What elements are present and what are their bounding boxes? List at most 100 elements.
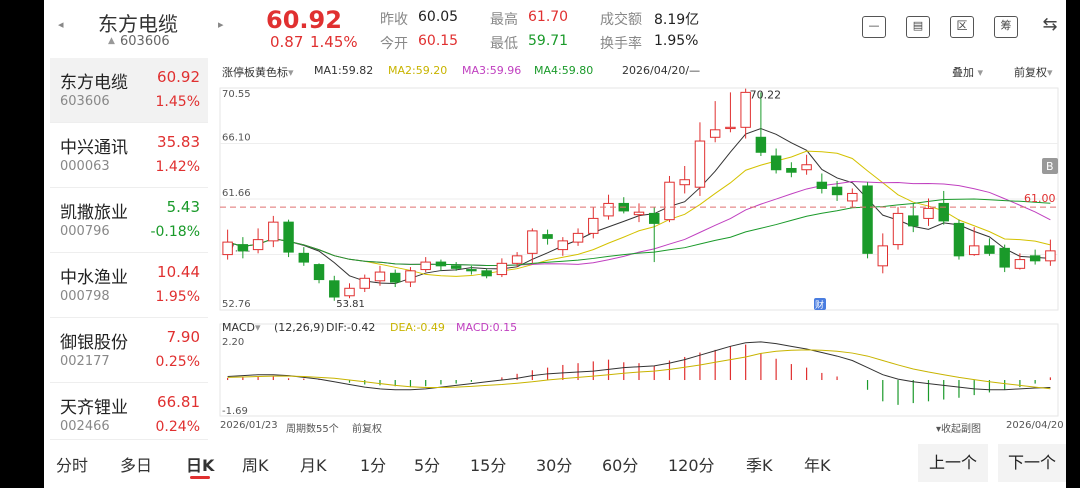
candle-body xyxy=(892,212,904,246)
y-tick-label: 57.21 xyxy=(222,244,251,255)
candle-body xyxy=(405,270,416,283)
candle-body xyxy=(268,221,279,242)
candle-body xyxy=(466,269,477,272)
period-tab[interactable]: 月K xyxy=(300,456,327,475)
macd-panel: 2.20 -1.69 xyxy=(222,337,1051,417)
overlay-button[interactable]: 叠加 ▾ xyxy=(952,64,983,80)
kline-chart-area[interactable]: 涨停板黄色标▾ MA1:59.82 MA2:59.20 MA3:59.96 MA… xyxy=(214,58,1066,436)
period-tab[interactable]: 1分 xyxy=(360,456,387,475)
period-bar: 分时 多日 日K 周K 月K 1分 5分 15分 30分 60分 120分 季K… xyxy=(44,440,1066,488)
macd-top-label: 2.20 xyxy=(222,337,244,348)
end-date: 2026/04/20 xyxy=(1006,420,1064,431)
adjust-button[interactable]: 前复权▾ xyxy=(1014,64,1053,80)
y-axis-labels: 70.55 66.10 61.66 57.21 52.76 xyxy=(222,89,251,310)
period-tab[interactable]: 季K xyxy=(746,456,773,475)
ma2-legend: MA2:59.20 xyxy=(388,64,448,77)
item-name: 天齐锂业 xyxy=(60,398,128,418)
candle-body xyxy=(740,91,751,128)
item-pct: 1.95% xyxy=(155,289,200,305)
candle-body xyxy=(847,192,858,202)
item-price: 35.83 xyxy=(157,133,200,151)
minimize-icon[interactable]: — xyxy=(862,16,886,38)
candle-body xyxy=(831,186,843,196)
left-edge xyxy=(0,0,44,488)
candle-body xyxy=(816,181,828,189)
chart-grid xyxy=(219,87,1059,417)
prev-stock-button[interactable]: 上一个 xyxy=(918,444,988,482)
item-name: 东方电缆 xyxy=(60,73,128,93)
open-value: 60.15 xyxy=(418,33,459,49)
rotate-screen-icon[interactable]: ⇆ xyxy=(1042,14,1058,35)
period-tab[interactable]: 60分 xyxy=(602,456,639,475)
period-tab[interactable]: 15分 xyxy=(470,456,507,475)
candle-body xyxy=(786,167,797,173)
next-stock-button[interactable]: 下一个 xyxy=(998,444,1066,482)
list-item[interactable]: 天齐锂业 002466 66.81 0.24% xyxy=(50,383,208,440)
start-date: 2026/01/23 xyxy=(220,420,278,431)
period-tab[interactable]: 120分 xyxy=(668,456,715,475)
item-code: 000796 xyxy=(60,224,110,239)
item-code: 000798 xyxy=(60,289,110,304)
indicator-selector[interactable]: 涨停板黄色标▾ xyxy=(222,64,294,80)
cai-badge-bg xyxy=(814,298,826,310)
candle-body xyxy=(313,264,325,281)
candle-body xyxy=(908,215,919,227)
candle-body xyxy=(588,217,599,234)
region-icon[interactable]: 区 xyxy=(950,16,974,38)
macd-name: MACD xyxy=(222,321,255,334)
candle-body xyxy=(984,245,995,254)
period-tab[interactable]: 30分 xyxy=(536,456,573,475)
chips-icon[interactable]: 筹 xyxy=(994,16,1018,38)
high-price-label: 70.22 xyxy=(750,89,782,102)
adjust-dropdown-icon: ▾ xyxy=(1047,66,1053,79)
ma4-legend: MA4:59.80 xyxy=(534,64,594,77)
list-item[interactable]: 御银股份 002177 7.90 0.25% xyxy=(50,318,208,383)
candle-body xyxy=(770,155,782,171)
kline-svg[interactable]: 70.55 66.10 61.66 57.21 52.76 61.00 70.22 53.8… xyxy=(214,58,1066,436)
period-tab[interactable]: 周K xyxy=(242,456,269,475)
dif-legend: DIF:-0.42 xyxy=(326,321,376,334)
layout-icon[interactable]: ▤ xyxy=(906,16,930,38)
y-tick-label: 61.66 xyxy=(222,188,251,199)
list-item[interactable]: 东方电缆 603606 60.92 1.45% xyxy=(50,58,208,123)
item-pct: 0.25% xyxy=(155,354,200,370)
next-stock-arrow-icon[interactable]: ▸ xyxy=(218,18,224,31)
price-marks: 61.00 70.22 53.81 B 财 xyxy=(220,89,1058,311)
candle-body xyxy=(633,211,645,216)
collapse-subchart-button[interactable]: ▾收起副图 xyxy=(936,420,981,435)
prev-stock-arrow-icon[interactable]: ◂ xyxy=(58,18,64,31)
candle-body xyxy=(557,240,569,251)
turnover-label: 成交额 xyxy=(600,12,642,28)
list-item[interactable]: 凯撒旅业 000796 5.43 -0.18% xyxy=(50,188,208,253)
y-tick-label: 52.76 xyxy=(222,299,251,310)
candle-body xyxy=(953,222,965,257)
current-price: 60.92 xyxy=(266,6,342,34)
candle-body xyxy=(877,245,889,267)
period-count: 周期数55个 xyxy=(286,424,339,435)
list-item[interactable]: 中兴通讯 000063 35.83 1.42% xyxy=(50,123,208,188)
turnover-value: 8.19亿 xyxy=(654,12,700,28)
item-code: 603606 xyxy=(60,94,110,109)
candle-body xyxy=(862,185,873,254)
candle-body xyxy=(694,140,706,188)
low-value: 59.71 xyxy=(528,33,569,49)
list-item[interactable]: 中水渔业 000798 10.44 1.95% xyxy=(50,253,208,318)
adjust-label: 前复权 xyxy=(1014,66,1047,79)
period-tab[interactable]: 年K xyxy=(804,456,831,475)
period-tab[interactable]: 多日 xyxy=(120,456,153,475)
item-price: 66.81 xyxy=(157,393,200,411)
period-tab-active[interactable]: 日K xyxy=(186,456,215,475)
price-change-pct: 1.45% xyxy=(310,33,358,51)
candle-body xyxy=(511,255,523,264)
item-name: 御银股份 xyxy=(60,333,128,353)
period-tab[interactable]: 5分 xyxy=(414,456,441,475)
indicator-name: 涨停板黄色标 xyxy=(222,66,288,79)
low-label: 最低 xyxy=(490,36,518,52)
macd-selector[interactable]: MACD▾ xyxy=(222,321,261,334)
period-tab[interactable]: 分时 xyxy=(56,456,89,475)
macd-legend: MACD:0.15 xyxy=(456,321,518,334)
candle-body xyxy=(481,270,492,277)
stock-name: 东方电缆 xyxy=(98,12,178,36)
candle-body xyxy=(755,136,767,153)
